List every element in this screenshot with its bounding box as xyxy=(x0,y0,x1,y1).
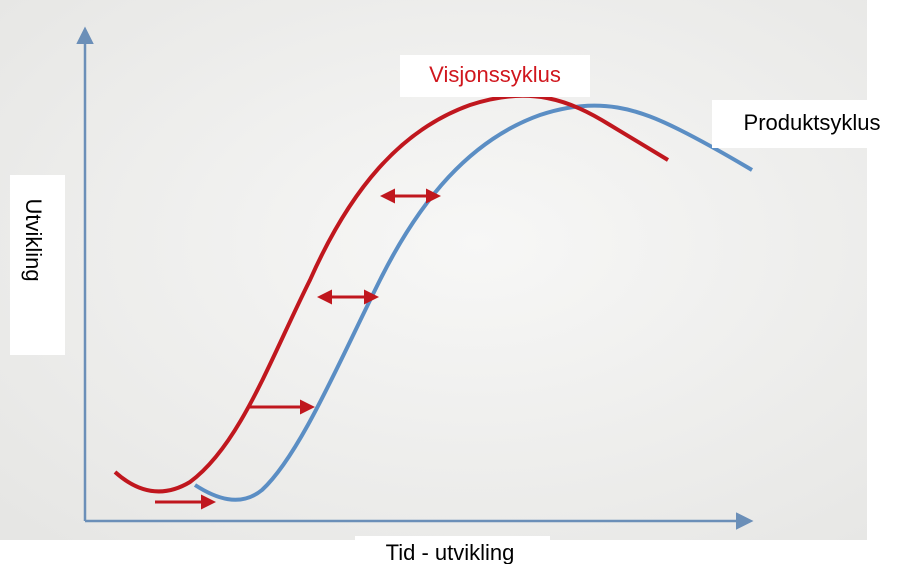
label-box xyxy=(712,100,907,148)
label-box xyxy=(400,55,590,97)
y-axis-label: Utvikling xyxy=(21,198,46,281)
vision-curve xyxy=(113,93,670,494)
vision-label: Visjonssyklus xyxy=(429,62,561,87)
product-label: Produktsyklus xyxy=(744,110,881,135)
product-curve xyxy=(193,103,754,502)
x-axis-label: Tid - utvikling xyxy=(386,540,515,564)
label-box xyxy=(10,175,65,355)
label-box xyxy=(355,536,550,564)
